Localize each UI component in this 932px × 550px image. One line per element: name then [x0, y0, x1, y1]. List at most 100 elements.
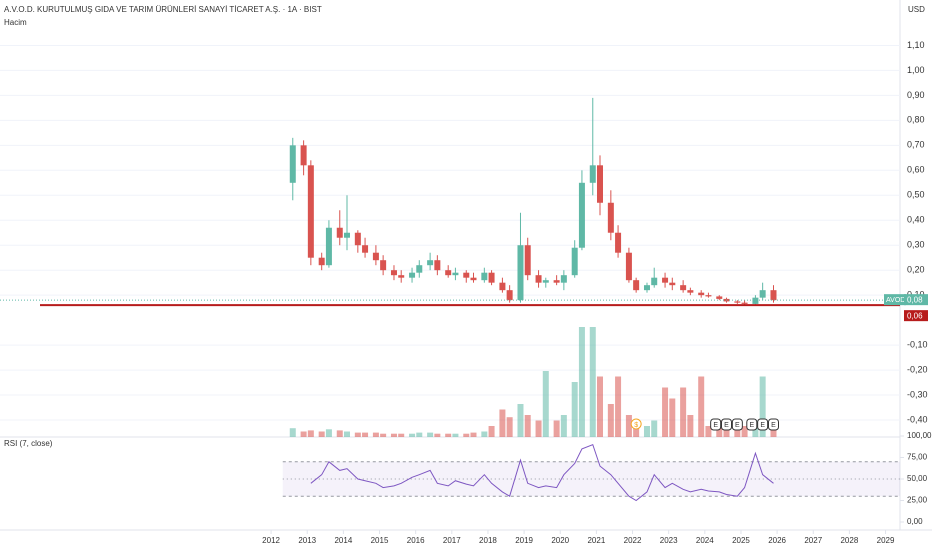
candle-body: [615, 232, 622, 253]
volume-bar: [535, 420, 542, 437]
candle-body: [662, 277, 669, 283]
candle-body: [427, 260, 434, 266]
volume-title: Hacim: [4, 18, 27, 27]
candle-body: [607, 202, 614, 233]
rsi-tick-label: 25,00: [907, 496, 928, 505]
volume-bar: [409, 433, 416, 437]
x-tick-label: 2014: [334, 536, 352, 545]
volume-bar: [380, 433, 387, 437]
volume-bar: [499, 409, 506, 437]
volume-bar: [734, 426, 741, 437]
y-tick-label: 1,10: [907, 40, 925, 50]
candle-body: [499, 282, 506, 291]
candle-body: [643, 285, 650, 291]
volume-bar: [427, 432, 434, 437]
volume-bar: [680, 387, 687, 437]
rsi-line: [310, 443, 774, 502]
x-tick-label: 2020: [551, 536, 569, 545]
candle-body: [506, 290, 513, 301]
volume-bar: [669, 398, 676, 437]
volume-bar: [698, 376, 705, 437]
candle-body: [343, 232, 350, 238]
y-tick-label: -0,10: [907, 339, 928, 349]
event-marker: [731, 418, 743, 431]
volume-bar: [597, 376, 603, 437]
price-label: 0,08: [907, 295, 923, 304]
candle-body: [307, 165, 314, 258]
x-tick-label: 2021: [587, 536, 605, 545]
candle-body: [390, 270, 397, 276]
y-tick-label: 0,30: [907, 240, 925, 250]
support-tag: [904, 310, 928, 322]
volume-bar: [542, 371, 549, 437]
rsi-title: RSI (7, close): [4, 439, 53, 448]
volume-bar: [578, 327, 585, 437]
candle-body: [705, 295, 712, 297]
candle-body: [553, 280, 560, 283]
candle-body: [325, 227, 332, 266]
candle-body: [416, 265, 423, 273]
event-marker: [630, 418, 642, 430]
candle-body: [354, 232, 361, 246]
volume-bar: [687, 415, 694, 437]
y-tick-label: -0,30: [907, 389, 928, 399]
event-label: $: [634, 422, 638, 429]
event-label: E: [735, 422, 740, 429]
volume-bar: [307, 430, 314, 437]
volume-bar: [488, 426, 495, 437]
volume-bar: [759, 376, 766, 437]
candle-body: [300, 145, 307, 166]
event-marker: [746, 418, 758, 431]
candle-body: [336, 227, 343, 238]
candle-body: [398, 275, 405, 278]
candle-body: [578, 182, 585, 248]
candle-body: [560, 275, 567, 283]
volume-bar: [517, 404, 524, 437]
event-marker: [710, 418, 722, 431]
candle-body: [633, 280, 640, 291]
event-label: E: [749, 422, 754, 429]
x-tick-label: 2019: [515, 536, 533, 545]
currency: USD: [908, 5, 925, 14]
volume-bar: [741, 426, 748, 437]
event-label: E: [771, 422, 776, 429]
y-tick-label: 0,70: [907, 140, 925, 150]
x-tick-label: 2022: [624, 536, 642, 545]
candle-body: [488, 272, 495, 283]
event-label: E: [713, 422, 718, 429]
rsi-tick-label: 50,00: [907, 474, 928, 483]
chart-title: A.V.O.D. KURUTULMUŞ GIDA VE TARIM ÜRÜNLE…: [4, 5, 322, 14]
candle-body: [445, 270, 452, 276]
volume-bar: [560, 415, 567, 437]
volume-bar: [463, 433, 470, 437]
volume-bar: [705, 426, 712, 437]
candle-body: [651, 277, 658, 286]
x-tick-label: 2017: [443, 536, 461, 545]
candle-body: [669, 282, 676, 286]
candle-body: [463, 272, 470, 278]
event-marker: [757, 418, 769, 431]
candle-body: [535, 275, 542, 283]
candle-body: [289, 145, 296, 183]
volume-bar: [571, 382, 578, 437]
candle-body: [362, 245, 369, 253]
rsi-tick-label: 100,00: [907, 431, 932, 440]
x-tick-label: 2016: [407, 536, 425, 545]
support-label: 0,06: [907, 311, 923, 320]
candle-body: [741, 302, 748, 304]
volume-bar: [300, 431, 307, 437]
volume-bar: [524, 415, 531, 437]
candle-body: [625, 252, 632, 281]
volume-bar: [325, 429, 332, 437]
volume-bar: [643, 426, 650, 437]
y-tick-label: 0,60: [907, 165, 925, 175]
volume-bar: [452, 433, 459, 437]
candle-body: [597, 165, 603, 203]
y-tick-label: 0,20: [907, 265, 925, 275]
rsi-tick-label: 0,00: [907, 517, 923, 526]
y-tick-label: 0,40: [907, 215, 925, 225]
event-marker: [721, 418, 733, 431]
candle-body: [372, 252, 379, 261]
x-tick-label: 2024: [696, 536, 714, 545]
